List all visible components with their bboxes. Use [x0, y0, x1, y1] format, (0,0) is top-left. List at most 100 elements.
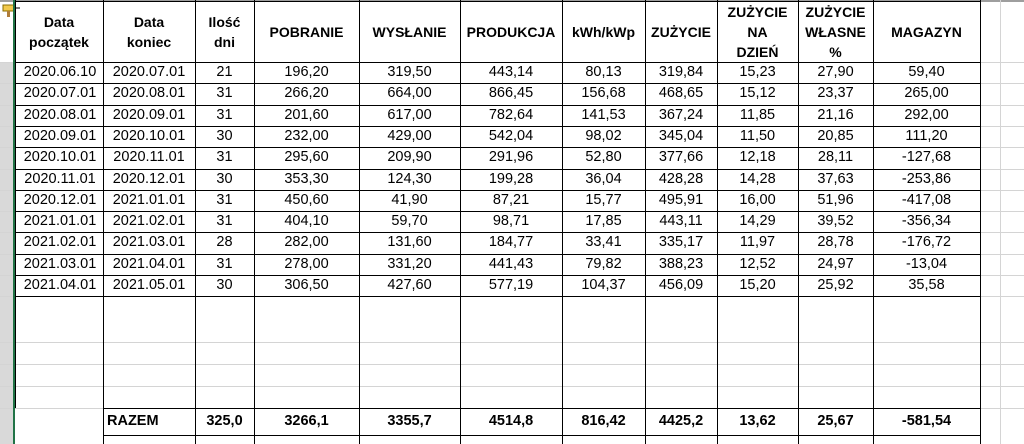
- cell-magazyn[interactable]: -356,34: [901, 213, 952, 229]
- cell-data-poczatek[interactable]: 2020.07.01: [23, 85, 97, 101]
- cell-zuzycie-wlasne[interactable]: 27,90: [817, 64, 854, 80]
- cell-ilosc-dni[interactable]: 31: [216, 256, 233, 272]
- cell-produkcja[interactable]: 87,21: [492, 192, 530, 208]
- cell-data-koniec[interactable]: 2020.11.01: [113, 149, 185, 165]
- cell-data-koniec[interactable]: 2021.05.01: [112, 277, 186, 293]
- cell-magazyn[interactable]: -13,04: [905, 256, 948, 272]
- cell-produkcja[interactable]: 443,14: [488, 64, 534, 80]
- cell-zuzycie-wlasne[interactable]: 28,11: [817, 149, 854, 165]
- cell-magazyn[interactable]: -253,86: [901, 171, 952, 187]
- cell-produkcja[interactable]: 542,04: [488, 128, 534, 144]
- cell-magazyn[interactable]: 111,20: [905, 128, 948, 144]
- cell-kwh-kwp[interactable]: 15,77: [585, 192, 622, 208]
- cell-zuzycie[interactable]: 345,04: [658, 128, 704, 144]
- header-zuzycie-na-dzien[interactable]: ZUŻYCIE NA DZIEŃ: [717, 2, 798, 62]
- header-magazyn[interactable]: MAGAZYN: [873, 2, 980, 62]
- cell-data-poczatek[interactable]: 2021.04.01: [23, 277, 97, 293]
- totals-zuzycie[interactable]: 4425,2: [658, 413, 704, 429]
- cell-pobranie[interactable]: 266,20: [284, 85, 329, 101]
- cell-pobranie[interactable]: 201,60: [284, 107, 329, 123]
- cell-kwh-kwp[interactable]: 98,02: [585, 128, 622, 144]
- cell-data-koniec[interactable]: 2020.12.01: [112, 171, 186, 187]
- cell-wyslanie[interactable]: 429,00: [387, 128, 432, 144]
- cell-ilosc-dni[interactable]: 28: [216, 234, 233, 250]
- header-zuzycie-wlasne[interactable]: ZUŻYCIE WŁASNE%: [798, 2, 873, 62]
- cell-produkcja[interactable]: 441,43: [488, 256, 534, 272]
- totals-magazyn[interactable]: -581,54: [901, 413, 952, 429]
- cell-data-poczatek[interactable]: 2021.01.01: [23, 213, 97, 229]
- cell-zuzycie-na-dzien[interactable]: 15,12: [739, 85, 776, 101]
- cell-wyslanie[interactable]: 124,30: [387, 171, 432, 187]
- cell-zuzycie[interactable]: 495,91: [658, 192, 704, 208]
- cell-zuzycie[interactable]: 319,84: [658, 64, 704, 80]
- cell-ilosc-dni[interactable]: 21: [216, 64, 233, 80]
- header-pobranie[interactable]: POBRANIE: [254, 2, 359, 62]
- header-produkcja[interactable]: PRODUKCJA: [460, 2, 562, 62]
- header-wyslanie[interactable]: WYSŁANIE: [359, 2, 460, 62]
- cell-data-poczatek[interactable]: 2021.03.01: [23, 256, 97, 272]
- totals-kwh-kwp[interactable]: 816,42: [581, 413, 626, 429]
- cell-zuzycie[interactable]: 428,28: [658, 171, 704, 187]
- cell-zuzycie-na-dzien[interactable]: 11,97: [739, 234, 776, 250]
- cell-zuzycie-wlasne[interactable]: 25,92: [817, 277, 854, 293]
- cell-pobranie[interactable]: 450,60: [284, 192, 329, 208]
- cell-data-poczatek[interactable]: 2020.06.10: [23, 64, 97, 80]
- cell-produkcja[interactable]: 866,45: [488, 85, 534, 101]
- header-data-koniec[interactable]: Data koniec: [103, 2, 195, 62]
- cell-produkcja[interactable]: 782,64: [488, 107, 534, 123]
- cell-magazyn[interactable]: -127,68: [901, 149, 952, 165]
- cell-zuzycie-wlasne[interactable]: 28,78: [817, 234, 854, 250]
- cell-pobranie[interactable]: 282,00: [284, 234, 329, 250]
- header-data-poczatek[interactable]: Data początek: [15, 2, 103, 62]
- cell-zuzycie-wlasne[interactable]: 51,96: [817, 192, 854, 208]
- cell-zuzycie-na-dzien[interactable]: 15,23: [739, 64, 776, 80]
- cell-zuzycie-na-dzien[interactable]: 11,85: [739, 107, 776, 123]
- cell-zuzycie-na-dzien[interactable]: 12,52: [739, 256, 776, 272]
- cell-wyslanie[interactable]: 427,60: [387, 277, 432, 293]
- cell-wyslanie[interactable]: 59,70: [391, 213, 428, 229]
- cell-ilosc-dni[interactable]: 30: [216, 128, 233, 144]
- cell-kwh-kwp[interactable]: 33,41: [585, 234, 622, 250]
- cell-magazyn[interactable]: 265,00: [904, 85, 949, 101]
- cell-data-poczatek[interactable]: 2020.08.01: [23, 107, 97, 123]
- cell-pobranie[interactable]: 295,60: [284, 149, 329, 165]
- cell-wyslanie[interactable]: 617,00: [387, 107, 432, 123]
- cell-ilosc-dni[interactable]: 30: [216, 171, 233, 187]
- cell-kwh-kwp[interactable]: 141,53: [581, 107, 626, 123]
- cell-zuzycie[interactable]: 377,66: [658, 149, 704, 165]
- cell-ilosc-dni[interactable]: 31: [216, 213, 233, 229]
- cell-zuzycie-na-dzien[interactable]: 16,00: [739, 192, 776, 208]
- cell-magazyn[interactable]: -176,72: [901, 234, 952, 250]
- cell-zuzycie[interactable]: 367,24: [658, 107, 704, 123]
- cell-zuzycie[interactable]: 468,65: [658, 85, 704, 101]
- cell-data-poczatek[interactable]: 2020.11.01: [24, 171, 96, 187]
- cell-ilosc-dni[interactable]: 31: [216, 85, 233, 101]
- totals-zuzycie-wlasne[interactable]: 25,67: [817, 413, 854, 429]
- totals-label[interactable]: RAZEM: [107, 413, 159, 429]
- cell-data-koniec[interactable]: 2020.10.01: [112, 128, 186, 144]
- cell-zuzycie[interactable]: 443,11: [659, 213, 703, 229]
- cell-kwh-kwp[interactable]: 36,04: [585, 171, 622, 187]
- cell-data-koniec[interactable]: 2021.02.01: [112, 213, 186, 229]
- cell-data-poczatek[interactable]: 2020.09.01: [23, 128, 97, 144]
- cell-ilosc-dni[interactable]: 31: [216, 192, 233, 208]
- cell-magazyn[interactable]: -417,08: [901, 192, 952, 208]
- cell-wyslanie[interactable]: 319,50: [387, 64, 432, 80]
- cell-zuzycie-na-dzien[interactable]: 15,20: [739, 277, 776, 293]
- cell-pobranie[interactable]: 196,20: [284, 64, 329, 80]
- cell-wyslanie[interactable]: 331,20: [387, 256, 432, 272]
- cell-kwh-kwp[interactable]: 79,82: [585, 256, 622, 272]
- cell-magazyn[interactable]: 59,40: [908, 64, 945, 80]
- cell-zuzycie[interactable]: 388,23: [658, 256, 704, 272]
- cell-zuzycie-na-dzien[interactable]: 14,29: [739, 213, 776, 229]
- cell-pobranie[interactable]: 306,50: [284, 277, 329, 293]
- cell-kwh-kwp[interactable]: 80,13: [585, 64, 622, 80]
- cell-zuzycie[interactable]: 335,17: [658, 234, 704, 250]
- cell-data-poczatek[interactable]: 2020.10.01: [23, 149, 97, 165]
- cell-zuzycie-wlasne[interactable]: 37,63: [817, 171, 854, 187]
- cell-zuzycie-wlasne[interactable]: 23,37: [817, 85, 854, 101]
- cell-pobranie[interactable]: 353,30: [284, 171, 329, 187]
- cell-zuzycie-na-dzien[interactable]: 12,18: [739, 149, 776, 165]
- header-ilosc-dni[interactable]: Ilość dni: [195, 2, 254, 62]
- cell-produkcja[interactable]: 98,71: [492, 213, 530, 229]
